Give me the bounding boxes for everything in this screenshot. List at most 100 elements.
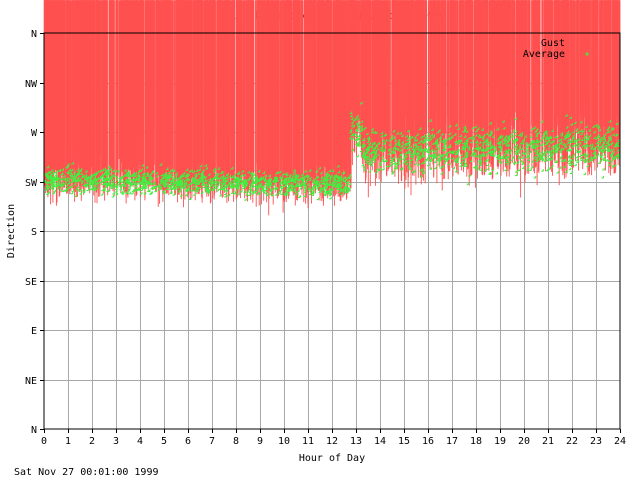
- average-point: [329, 196, 332, 200]
- average-point: [238, 177, 241, 181]
- average-point: [298, 195, 301, 199]
- average-point: [110, 185, 113, 189]
- average-point: [516, 152, 519, 156]
- average-point: [442, 149, 445, 152]
- average-point: [230, 166, 234, 170]
- average-point: [180, 181, 184, 185]
- average-point: [384, 133, 387, 137]
- average-point: [291, 174, 295, 178]
- average-point: [422, 155, 425, 158]
- average-point: [186, 187, 189, 190]
- average-point: [202, 169, 205, 172]
- average-point: [360, 120, 363, 124]
- average-point: [531, 145, 535, 149]
- average-point: [79, 192, 83, 195]
- average-point: [537, 131, 540, 135]
- average-point: [448, 132, 451, 136]
- average-point: [396, 157, 399, 160]
- average-point: [128, 184, 131, 188]
- average-point: [233, 173, 236, 177]
- average-point: [178, 188, 182, 191]
- average-point: [316, 184, 319, 188]
- average-point: [128, 187, 131, 190]
- average-point: [337, 179, 341, 182]
- average-point: [512, 129, 516, 132]
- average-point: [349, 111, 353, 115]
- average-point: [335, 175, 339, 178]
- average-point: [448, 162, 451, 166]
- average-point: [96, 177, 99, 180]
- average-point: [225, 176, 229, 180]
- average-point: [294, 175, 298, 179]
- average-point: [392, 170, 395, 173]
- average-point: [288, 176, 291, 180]
- average-point: [288, 187, 291, 191]
- average-point: [197, 172, 200, 176]
- average-point: [574, 138, 577, 142]
- average-point: [503, 141, 506, 145]
- average-point: [102, 182, 105, 186]
- average-point: [170, 169, 174, 172]
- average-point: [381, 159, 385, 162]
- average-point: [297, 174, 300, 177]
- average-point: [124, 184, 127, 188]
- average-point: [397, 143, 401, 146]
- average-point: [130, 174, 133, 177]
- average-point: [572, 134, 576, 137]
- average-point: [258, 184, 262, 188]
- average-point: [475, 129, 478, 133]
- average-point: [434, 155, 438, 159]
- average-point: [112, 169, 115, 173]
- average-point: [481, 128, 484, 131]
- average-point: [575, 158, 579, 162]
- average-point: [471, 148, 475, 152]
- average-point: [106, 178, 110, 181]
- average-point: [478, 141, 482, 144]
- average-point: [560, 159, 563, 162]
- average-point: [455, 157, 458, 160]
- average-point: [468, 174, 471, 177]
- average-point: [97, 181, 100, 185]
- average-point: [90, 174, 93, 177]
- average-point: [216, 188, 219, 192]
- average-point: [597, 147, 600, 151]
- average-point: [412, 148, 416, 151]
- average-point: [168, 174, 171, 177]
- average-point: [577, 137, 581, 141]
- average-point: [217, 183, 220, 187]
- average-point: [315, 175, 319, 179]
- average-point: [612, 133, 615, 136]
- average-point: [593, 152, 597, 155]
- average-point: [197, 186, 201, 190]
- average-point: [590, 147, 593, 150]
- average-point: [195, 169, 199, 172]
- average-point: [516, 161, 519, 164]
- average-point: [234, 184, 237, 188]
- average-point: [141, 164, 145, 167]
- average-point: [456, 140, 460, 143]
- average-point: [602, 137, 606, 141]
- average-point: [580, 132, 583, 136]
- average-point: [257, 169, 261, 173]
- average-point: [414, 162, 418, 165]
- average-point: [559, 142, 563, 145]
- average-point: [226, 172, 229, 176]
- average-point: [484, 154, 487, 157]
- average-point: [52, 177, 55, 180]
- average-point: [560, 132, 563, 135]
- average-point: [404, 142, 407, 146]
- average-point: [600, 155, 603, 159]
- average-point: [244, 180, 248, 183]
- average-point: [611, 148, 615, 151]
- average-point: [570, 171, 573, 174]
- average-point: [582, 138, 586, 141]
- average-point: [137, 169, 141, 173]
- average-point: [597, 126, 600, 129]
- average-point: [107, 165, 111, 169]
- average-point: [124, 178, 128, 181]
- average-point: [474, 146, 477, 150]
- average-point: [308, 192, 312, 196]
- average-point: [376, 142, 379, 146]
- average-point: [419, 168, 422, 172]
- average-point: [117, 170, 121, 173]
